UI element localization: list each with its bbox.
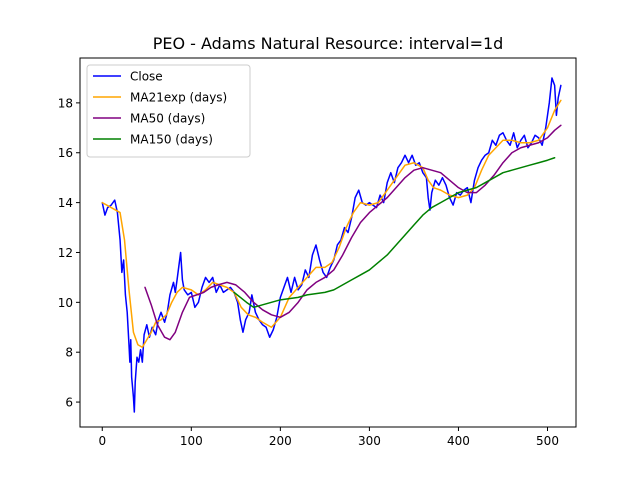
y-tick-label-6: 18 — [58, 96, 73, 110]
x-tick-label-5: 500 — [536, 434, 559, 448]
x-tick-label-3: 300 — [358, 434, 381, 448]
y-tick-label-5: 16 — [58, 146, 73, 160]
y-tick-label-4: 14 — [58, 196, 73, 210]
x-tick-label-2: 200 — [269, 434, 292, 448]
series-layer — [101, 77, 562, 413]
y-tick-label-3: 12 — [58, 246, 73, 260]
y-tick-label-1: 8 — [65, 346, 73, 360]
legend-label-3: MA150 (days) — [130, 133, 213, 147]
legend-label-0: Close — [130, 70, 163, 84]
series-line-1 — [101, 99, 562, 348]
x-tick-label-1: 100 — [180, 434, 203, 448]
series-line-0 — [101, 77, 562, 413]
plot-frame — [79, 57, 577, 428]
y-tick-label-2: 10 — [58, 296, 73, 310]
legend-label-1: MA21exp (days) — [130, 91, 227, 105]
x-tick-label-0: 0 — [98, 434, 106, 448]
plot-area: 0 100 200 300 400 500 6 8 10 12 14 16 18 — [58, 57, 577, 448]
legend: Close MA21exp (days) MA50 (days) MA150 (day… — [86, 64, 251, 158]
y-tick-label-0: 6 — [65, 396, 73, 410]
series-line-3 — [233, 156, 556, 309]
x-axis: 0 100 200 300 400 500 — [98, 427, 559, 448]
chart-title: PEO - Adams Natural Resource: interval=1… — [153, 34, 504, 53]
legend-box — [86, 64, 251, 158]
x-tick-label-4: 400 — [447, 434, 470, 448]
legend-label-2: MA50 (days) — [130, 112, 205, 126]
y-axis: 6 8 10 12 14 16 18 — [58, 96, 80, 410]
